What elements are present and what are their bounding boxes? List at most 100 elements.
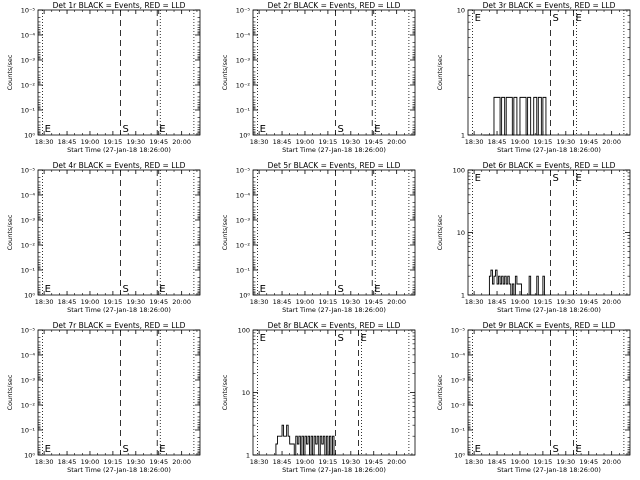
x-tick-label: 18:30 — [35, 138, 54, 146]
y-tick-label: 10⁻⁵ — [21, 327, 36, 335]
x-tick-label: 19:30 — [341, 298, 360, 306]
x-tick-label: 18:45 — [58, 458, 77, 466]
y-tick-label: 10⁻³ — [236, 57, 251, 65]
panel-title: Det 1r BLACK = Events, RED = LLD — [53, 1, 186, 10]
y-axis-label: Counts/sec — [436, 374, 444, 410]
plot-frame — [37, 329, 201, 456]
x-tick-label: 19:45 — [149, 458, 168, 466]
x-tick-label: 18:30 — [465, 298, 484, 306]
x-tick-label: 19:30 — [341, 458, 360, 466]
x-tick-label: 19:30 — [556, 298, 575, 306]
y-axis-label: Counts/sec — [436, 54, 444, 90]
x-axis-label: Start Time (27-Jan-18 18:26:00) — [67, 306, 171, 314]
chart-panel-3: Det 3r BLACK = Events, RED = LLD Counts/s… — [436, 1, 631, 154]
x-tick-label: 18:45 — [488, 458, 507, 466]
plot-frame — [467, 9, 631, 136]
chart-panel-7: Det 7r BLACK = Events, RED = LLD Counts/s… — [6, 321, 201, 474]
y-axis-label: Counts/sec — [6, 54, 14, 90]
chart-panel-4: Det 4r BLACK = Events, RED = LLD Counts/s… — [6, 161, 201, 314]
end-marker-label: E — [575, 444, 581, 455]
x-tick-label: 19:45 — [149, 298, 168, 306]
end-marker-label: E — [374, 284, 380, 295]
end-marker-label: E — [159, 124, 165, 135]
x-tick-label: 19:45 — [364, 138, 383, 146]
y-tick-label: 10⁻¹ — [21, 267, 36, 275]
y-tick-label: 10⁰ — [454, 452, 465, 460]
x-axis-label: Start Time (27-Jan-18 18:26:00) — [282, 466, 386, 474]
x-axis-label: Start Time (27-Jan-18 18:26:00) — [67, 146, 171, 154]
x-tick-label: 20:00 — [172, 138, 191, 146]
y-tick-label: 100 — [453, 167, 465, 175]
end-marker-label: E — [260, 124, 266, 135]
y-tick-label: 10⁻¹ — [21, 427, 36, 435]
start-marker-label: S — [123, 124, 129, 135]
y-tick-label: 10⁻⁵ — [451, 327, 466, 335]
x-tick-label: 20:00 — [602, 298, 621, 306]
events-series-line — [483, 96, 548, 136]
start-marker-label: S — [338, 284, 344, 295]
end-marker-label: E — [260, 284, 266, 295]
x-axis-label: Start Time (27-Jan-18 18:26:00) — [282, 306, 386, 314]
y-tick-label: 10⁻¹ — [21, 107, 36, 115]
end-marker-label: E — [159, 284, 165, 295]
events-series-line — [488, 269, 546, 296]
y-tick-label: 10⁰ — [24, 452, 35, 460]
y-axis-label: Counts/sec — [221, 54, 229, 90]
x-tick-label: 19:15 — [104, 138, 123, 146]
x-axis-label: Start Time (27-Jan-18 18:26:00) — [497, 306, 601, 314]
y-tick-label: 10⁻⁵ — [21, 7, 36, 15]
x-tick-label: 18:45 — [58, 138, 77, 146]
start-marker-label: S — [338, 124, 344, 135]
panel-title: Det 7r BLACK = Events, RED = LLD — [53, 321, 186, 330]
x-tick-label: 20:00 — [602, 138, 621, 146]
end-marker-label: E — [475, 13, 481, 24]
end-marker-label: E — [45, 284, 51, 295]
x-tick-label: 19:30 — [126, 138, 145, 146]
x-axis-label: Start Time (27-Jan-18 18:26:00) — [67, 466, 171, 474]
start-marker-label: S — [338, 333, 344, 344]
y-axis-label: Counts/sec — [436, 214, 444, 250]
y-tick-label: 10 — [457, 7, 465, 15]
x-tick-label: 19:30 — [556, 458, 575, 466]
panel-title: Det 4r BLACK = Events, RED = LLD — [53, 161, 186, 170]
x-tick-label: 19:45 — [364, 458, 383, 466]
y-tick-label: 10⁰ — [24, 292, 35, 300]
y-tick-label: 10⁰ — [239, 292, 250, 300]
x-tick-label: 18:30 — [465, 458, 484, 466]
y-tick-label: 10 — [242, 389, 250, 397]
y-tick-label: 10⁻² — [236, 82, 251, 90]
x-tick-label: 19:30 — [341, 138, 360, 146]
plot-frame — [467, 329, 631, 456]
end-marker-label: E — [360, 333, 366, 344]
y-tick-label: 10⁻³ — [21, 377, 36, 385]
y-axis-label: Counts/sec — [6, 374, 14, 410]
chart-panel-6: Det 6r BLACK = Events, RED = LLD Counts/s… — [436, 161, 631, 314]
x-tick-label: 19:00 — [81, 458, 100, 466]
y-tick-label: 10⁻⁵ — [236, 7, 251, 15]
x-axis-label: Start Time (27-Jan-18 18:26:00) — [497, 146, 601, 154]
x-tick-label: 18:30 — [35, 298, 54, 306]
y-tick-label: 10⁻¹ — [451, 427, 466, 435]
x-tick-label: 18:45 — [273, 138, 292, 146]
x-tick-label: 19:15 — [534, 458, 553, 466]
x-tick-label: 20:00 — [387, 458, 406, 466]
x-tick-label: 18:45 — [488, 138, 507, 146]
y-tick-label: 10⁻³ — [21, 217, 36, 225]
panel-title: Det 8r BLACK = Events, RED = LLD — [268, 321, 401, 330]
x-tick-label: 18:30 — [250, 458, 269, 466]
panel-title: Det 2r BLACK = Events, RED = LLD — [268, 1, 401, 10]
plot-frame — [37, 169, 201, 296]
y-tick-label: 10⁻¹ — [236, 267, 251, 275]
chart-panel-8: Det 8r BLACK = Events, RED = LLD Counts/s… — [221, 321, 416, 474]
x-tick-label: 19:15 — [319, 298, 338, 306]
y-tick-label: 10⁻⁴ — [21, 32, 36, 40]
y-tick-label: 10⁻³ — [21, 57, 36, 65]
y-tick-label: 10⁻² — [21, 82, 36, 90]
x-tick-label: 19:15 — [319, 138, 338, 146]
y-tick-label: 10⁻⁴ — [21, 192, 36, 200]
x-tick-label: 19:15 — [319, 458, 338, 466]
y-tick-label: 1 — [461, 132, 465, 140]
chart-panel-9: Det 9r BLACK = Events, RED = LLD Counts/s… — [436, 321, 631, 474]
y-tick-label: 10⁻² — [21, 242, 36, 250]
